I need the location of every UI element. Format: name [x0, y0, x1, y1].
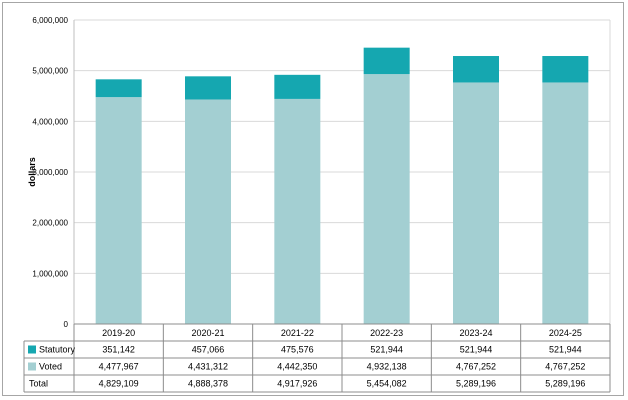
- bar-statutory-2024-25: [542, 56, 589, 83]
- table-cell: 457,066: [192, 345, 225, 355]
- bar-statutory-2022-23: [363, 47, 410, 75]
- table-cell: 5,289,196: [545, 379, 585, 389]
- y-tick-label: 3,000,000: [32, 168, 68, 177]
- y-tick-label: 2,000,000: [32, 219, 68, 228]
- table-cell: 4,888,378: [188, 379, 228, 389]
- table-row-label: Voted: [39, 362, 62, 372]
- bar-voted-2020-21: [185, 99, 231, 324]
- bar-statutory-2019-20: [95, 79, 142, 98]
- chart-frame: [2, 2, 624, 396]
- table-cell: 521,944: [370, 345, 403, 355]
- bar-voted-2019-20: [95, 97, 142, 325]
- x-tick-label: 2019-20: [102, 328, 135, 338]
- y-tick-label: 0: [64, 320, 69, 329]
- y-tick-label: 4,000,000: [32, 117, 68, 126]
- table-cell: 4,431,312: [188, 362, 228, 372]
- x-tick-label: 2023-24: [459, 328, 492, 338]
- table-cell: 4,767,252: [456, 362, 496, 372]
- table-cell: 521,944: [460, 345, 493, 355]
- table-cell: 4,932,138: [367, 362, 407, 372]
- bar-statutory-2020-21: [185, 76, 231, 100]
- table-cell: 4,767,252: [545, 362, 585, 372]
- x-tick-label: 2020-21: [191, 328, 224, 338]
- table-cell: 475,576: [281, 345, 314, 355]
- table-cell: 4,477,967: [99, 362, 139, 372]
- bar-voted-2022-23: [363, 74, 410, 324]
- bar-voted-2023-24: [453, 82, 499, 324]
- bar-voted-2021-22: [274, 98, 321, 325]
- x-tick-label: 2022-23: [370, 328, 403, 338]
- bar-voted-2024-25: [542, 82, 589, 324]
- y-tick-label: 6,000,000: [32, 16, 68, 25]
- table-cell: 351,142: [102, 345, 135, 355]
- y-tick-label: 1,000,000: [32, 269, 68, 278]
- table-row-label: Statutory: [39, 345, 76, 355]
- table-cell: 521,944: [549, 345, 582, 355]
- legend-swatch-statutory: [28, 345, 36, 354]
- bar-statutory-2021-22: [274, 74, 321, 99]
- table-cell: 5,289,196: [456, 379, 496, 389]
- table-row-label: Total: [29, 379, 48, 389]
- x-tick-label: 2024-25: [549, 328, 582, 338]
- legend-swatch-voted: [28, 362, 36, 371]
- y-axis-label: dollars: [27, 157, 37, 187]
- y-tick-label: 5,000,000: [32, 67, 68, 76]
- table-cell: 4,442,350: [277, 362, 317, 372]
- bar-statutory-2023-24: [453, 56, 499, 83]
- table-cell: 4,829,109: [99, 379, 139, 389]
- x-tick-label: 2021-22: [281, 328, 314, 338]
- table-cell: 4,917,926: [277, 379, 317, 389]
- table-cell: 5,454,082: [367, 379, 407, 389]
